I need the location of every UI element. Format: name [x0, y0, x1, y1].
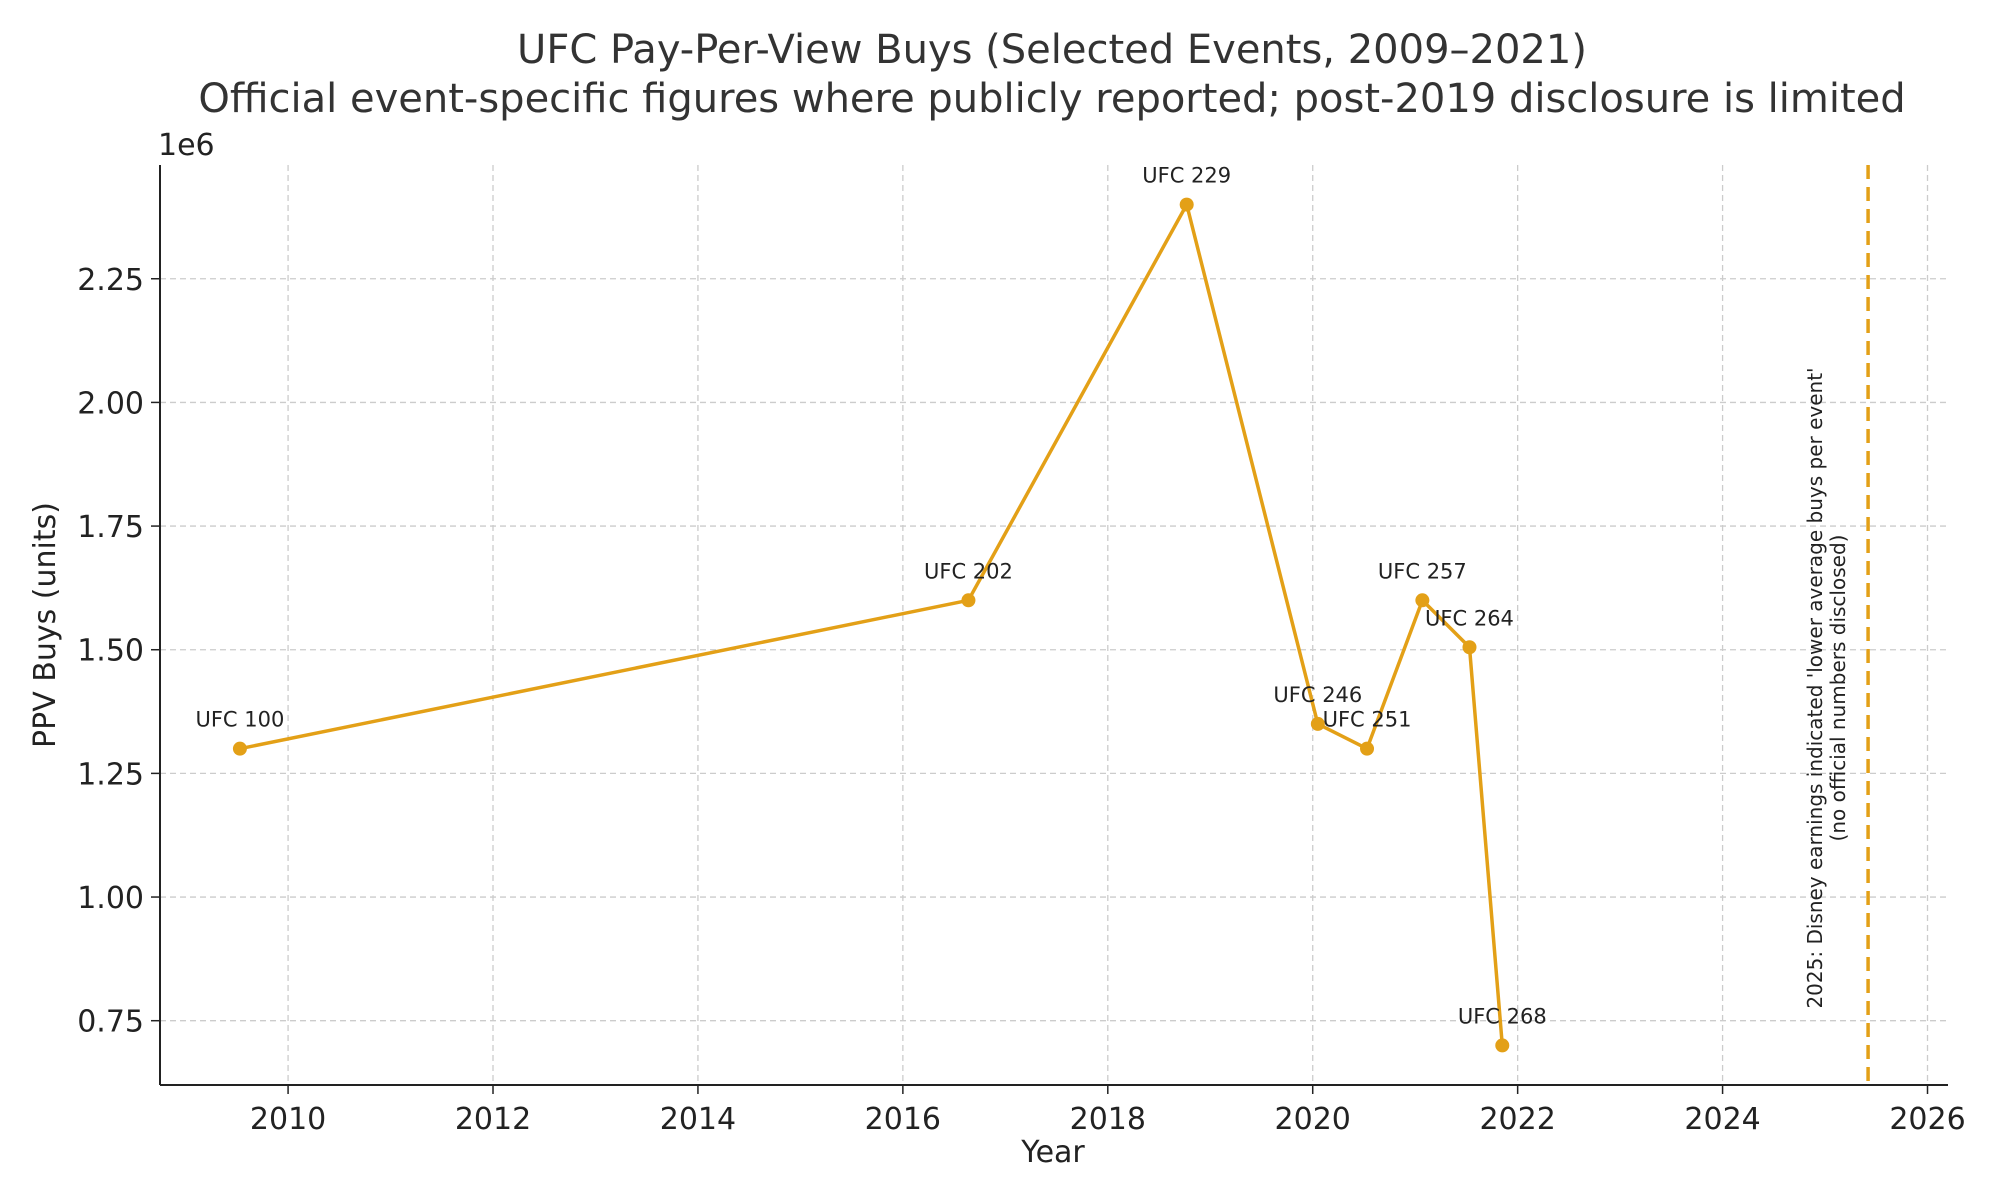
point-label: UFC 251	[1323, 708, 1412, 732]
point-label: UFC 264	[1425, 606, 1514, 630]
data-point	[1360, 741, 1375, 756]
point-label: UFC 229	[1142, 164, 1231, 188]
x-tick-label: 2022	[1479, 1102, 1555, 1137]
data-point	[1495, 1038, 1510, 1053]
point-label: UFC 202	[924, 559, 1013, 583]
chart-title: UFC Pay-Per-View Buys (Selected Events, …	[517, 27, 1587, 73]
data-point	[961, 593, 976, 608]
data-point	[1415, 593, 1430, 608]
y-tick-label: 1.50	[77, 634, 144, 669]
x-tick-label: 2020	[1275, 1102, 1351, 1137]
data-point	[1179, 197, 1194, 212]
x-tick-label: 2026	[1889, 1102, 1965, 1137]
y-tick-label: 1.00	[77, 881, 144, 916]
annotations: 2025: Disney earnings indicated 'lower a…	[1803, 165, 1870, 1085]
y-scale-label: 1e6	[158, 128, 215, 163]
point-label: UFC 246	[1273, 683, 1362, 707]
x-tick-label: 2010	[250, 1102, 326, 1137]
y-tick-label: 0.75	[77, 1005, 144, 1040]
x-tick-label: 2024	[1684, 1102, 1760, 1137]
y-tick-label: 1.75	[77, 510, 144, 545]
annotation-text-line: (no official numbers disclosed)	[1826, 535, 1850, 842]
annotation-text: 2025: Disney earnings indicated 'lower a…	[1803, 367, 1850, 1008]
gridlines	[160, 165, 1948, 1085]
x-tick-label: 2014	[660, 1102, 736, 1137]
y-axis-label: PPV Buys (units)	[28, 502, 63, 748]
y-tick-label: 1.25	[77, 757, 144, 792]
y-axis-ticks: 0.75 1.00 1.25 1.50 1.75 2.00 2.25	[77, 263, 160, 1040]
x-axis-label: Year	[1020, 1135, 1085, 1170]
point-label: UFC 257	[1378, 559, 1467, 583]
point-label: UFC 268	[1458, 1004, 1547, 1028]
x-tick-label: 2016	[865, 1102, 941, 1137]
annotation-text-line: 2025: Disney earnings indicated 'lower a…	[1803, 367, 1827, 1008]
data-point	[1462, 640, 1477, 655]
axes	[159, 165, 1948, 1086]
x-tick-label: 2018	[1070, 1102, 1146, 1137]
y-tick-label: 2.25	[77, 263, 144, 298]
data-point	[232, 741, 247, 756]
series-line	[239, 202, 1505, 1046]
chart-subtitle: Official event-specific figures where pu…	[198, 76, 1905, 122]
y-tick-label: 2.00	[77, 386, 144, 421]
x-tick-label: 2012	[455, 1102, 531, 1137]
point-label: UFC 100	[195, 708, 284, 732]
data-point	[1310, 716, 1325, 731]
x-axis-ticks: 2010 2012 2014 2016 2018 2020 2022 2024 2026	[250, 1085, 1966, 1137]
